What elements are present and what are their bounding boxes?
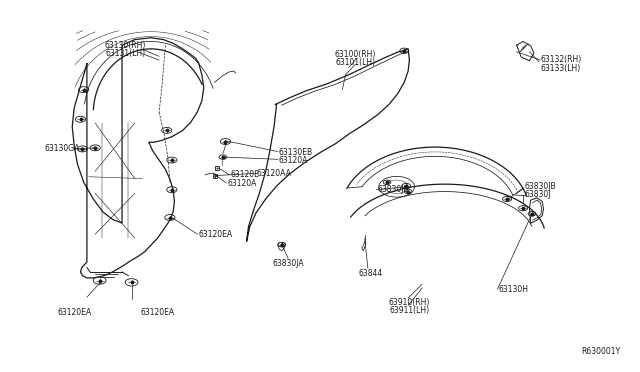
Text: 63132(RH): 63132(RH) <box>540 55 582 64</box>
Text: 63130H: 63130H <box>499 285 529 294</box>
Text: 63130GA: 63130GA <box>44 144 79 153</box>
Text: 63130EB: 63130EB <box>278 148 312 157</box>
Text: 63120AA: 63120AA <box>256 169 291 178</box>
Text: 63910(RH): 63910(RH) <box>388 298 430 307</box>
Text: 63120EA: 63120EA <box>198 230 233 239</box>
Text: 63911(LH): 63911(LH) <box>389 307 429 315</box>
Text: 63120EA: 63120EA <box>57 308 91 317</box>
Text: R630001Y: R630001Y <box>581 347 620 356</box>
Text: 63844: 63844 <box>359 269 383 278</box>
Text: 63100(RH): 63100(RH) <box>335 50 376 59</box>
Text: 63830J: 63830J <box>524 190 551 199</box>
Text: 63120E: 63120E <box>230 170 259 179</box>
Text: 63830JA: 63830JA <box>272 259 304 268</box>
Text: 63120A: 63120A <box>278 156 308 165</box>
Text: 63120A: 63120A <box>227 179 257 187</box>
Text: 63133(LH): 63133(LH) <box>540 64 580 73</box>
Text: 63830JB: 63830JB <box>524 182 556 191</box>
Text: 63101(LH): 63101(LH) <box>335 58 375 67</box>
Text: 63830JB: 63830JB <box>378 185 409 194</box>
Text: 63130(RH): 63130(RH) <box>104 41 146 50</box>
Text: 63131(LH): 63131(LH) <box>105 49 145 58</box>
Text: 63120EA: 63120EA <box>140 308 174 317</box>
